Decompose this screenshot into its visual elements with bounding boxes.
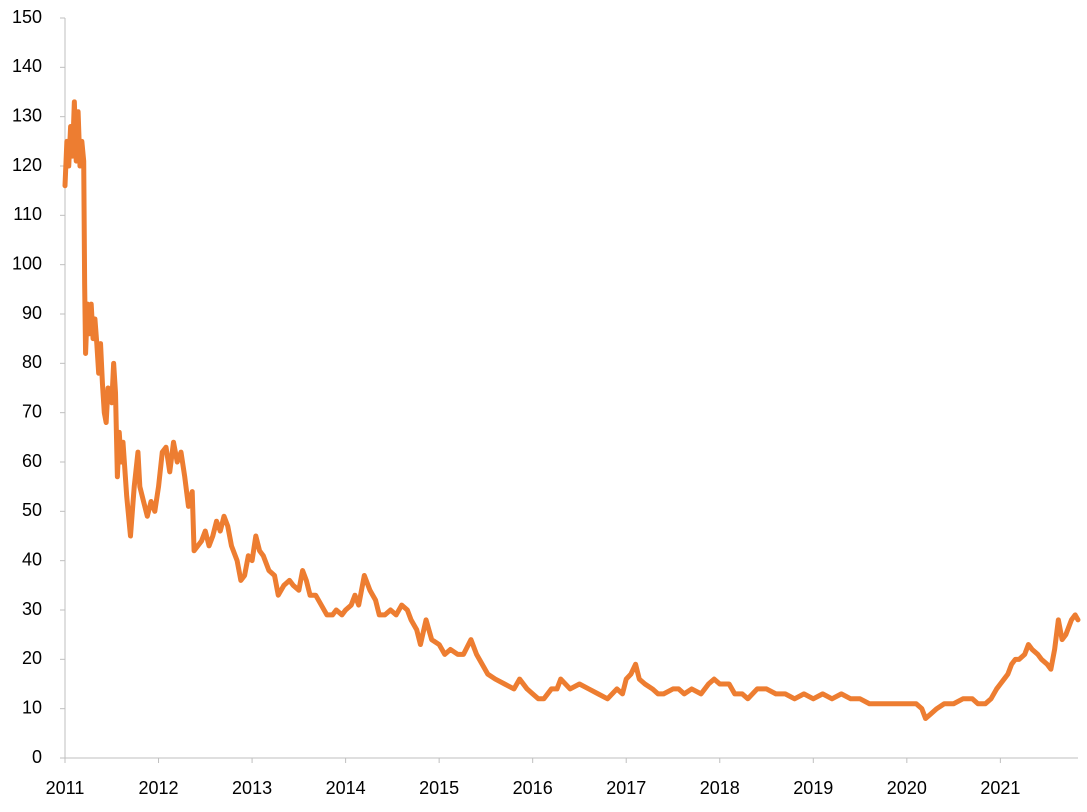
y-tick-label: 130	[12, 105, 42, 125]
x-tick-label: 2020	[887, 778, 927, 798]
y-tick-label: 90	[22, 303, 42, 323]
y-tick-label: 30	[22, 599, 42, 619]
x-tick-label: 2016	[513, 778, 553, 798]
y-tick-label: 110	[13, 204, 42, 224]
y-tick-label: 80	[22, 352, 42, 372]
y-tick-label: 20	[22, 648, 42, 668]
y-tick-label: 40	[22, 549, 42, 569]
y-tick-label: 70	[22, 401, 42, 421]
data-line	[62, 99, 1081, 722]
x-tick-label: 2017	[606, 778, 646, 798]
y-tick-label: 120	[12, 155, 42, 175]
x-tick-label: 2011	[46, 778, 85, 798]
x-tick-label: 2012	[139, 778, 179, 798]
x-tick-label: 2018	[700, 778, 740, 798]
x-tick-label: 2014	[326, 778, 366, 798]
y-tick-label: 60	[22, 451, 42, 471]
y-tick-label: 100	[12, 253, 42, 273]
x-tick-label: 2021	[980, 778, 1020, 798]
x-tick-label: 2015	[419, 778, 459, 798]
y-tick-label: 140	[12, 56, 42, 76]
y-tick-label: 150	[12, 7, 42, 27]
x-tick-label: 2013	[232, 778, 272, 798]
y-tick-label: 10	[22, 697, 42, 717]
y-tick-label: 0	[32, 747, 42, 767]
x-tick-label: 2019	[793, 778, 833, 798]
y-tick-label: 50	[22, 500, 42, 520]
